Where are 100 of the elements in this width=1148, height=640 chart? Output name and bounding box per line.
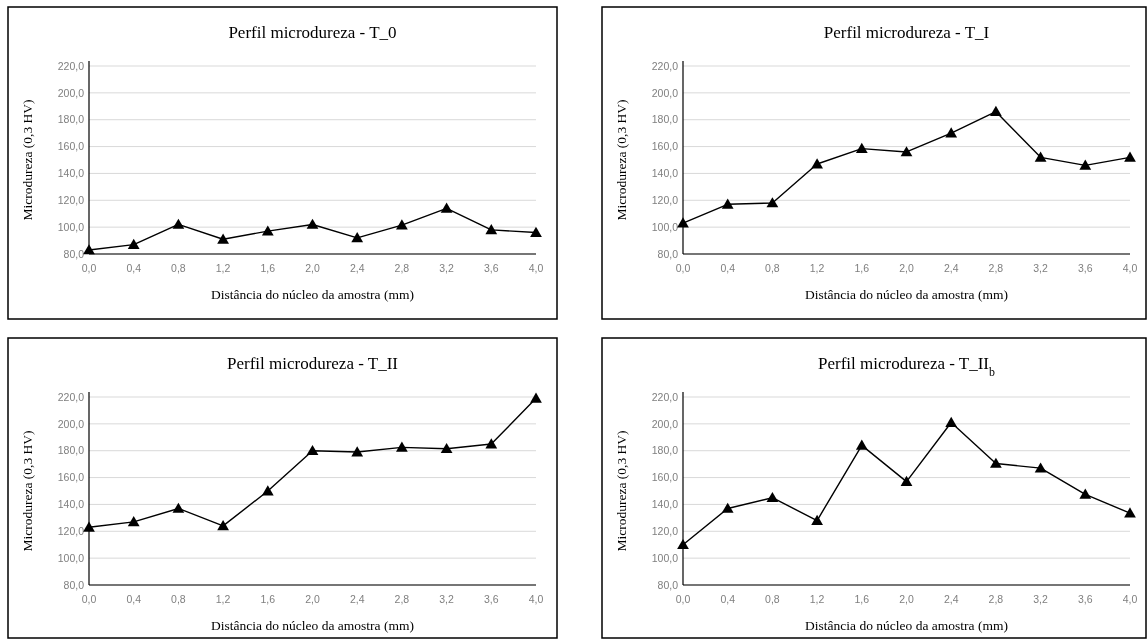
x-tick-label: 3,6 [484,593,499,605]
point [855,142,868,153]
point [990,105,1002,117]
point [677,217,689,228]
x-tick-label: 4,0 [1122,593,1138,605]
x-tick-label: 0,4 [720,262,736,274]
x-tick-label: 1,6 [854,262,870,274]
point [721,198,734,209]
point [83,521,95,532]
x-tick-label: 0,0 [81,593,97,605]
y-tick-label: 220,0 [57,59,85,72]
y-tick-label: 160,0 [57,140,85,153]
point [855,439,868,450]
x-tick-label: 2,8 [394,593,410,605]
point [172,218,185,229]
point [217,233,229,244]
y-tick-label: 220,0 [651,59,679,72]
y-tick-label: 220,0 [651,390,679,403]
y-tick-label: 100,0 [651,551,679,564]
x-tick-label: 3,2 [439,262,455,274]
chart-title: Perfil microdureza - T_II$_{b}$ [818,354,996,379]
point [172,502,185,513]
point [127,516,140,527]
point [766,197,779,208]
x-tick-label: 1,6 [260,262,276,274]
x-tick-label: 0,8 [171,593,186,605]
point [677,538,689,550]
x-tick-label: 0,0 [81,262,97,274]
point [351,232,364,243]
x-axis-title: Distância do núcleo da amostra (mm) [805,287,1008,302]
y-tick-label: 180,0 [57,444,85,457]
y-tick-label: 100,0 [651,220,679,233]
point [440,202,453,213]
point [1079,159,1092,170]
x-tick-label: 2,4 [349,262,365,274]
y-tick-label: 140,0 [57,167,85,180]
x-tick-label: 1,2 [809,593,825,605]
x-tick-label: 0,8 [765,593,780,605]
x-tick-label: 3,2 [439,593,455,605]
point [766,491,779,503]
point [306,444,319,456]
x-tick-label: 2,0 [305,593,320,605]
point [811,514,823,525]
x-tick-label: 2,8 [988,262,1004,274]
x-tick-label: 3,6 [484,262,499,274]
chart-title: Perfil microdureza - T_I [823,23,990,42]
x-tick-label: 4,0 [1122,262,1138,274]
point [990,457,1002,468]
x-tick-label: 2,4 [943,593,959,605]
x-tick-label: 4,0 [528,262,544,274]
point [811,158,823,169]
point [306,218,319,229]
y-tick-label: 200,0 [57,86,85,99]
x-axis-title: Distância do núcleo da amostra (mm) [211,618,414,633]
x-tick-label: 2,4 [349,593,365,605]
y-tick-label: 80,0 [657,247,679,260]
y-tick-label: 180,0 [57,113,85,126]
x-tick-label: 0,0 [675,262,691,274]
y-tick-label: 140,0 [651,167,679,180]
point [396,441,408,452]
point [1124,507,1136,518]
point [83,244,95,255]
y-axis-title: Microdureza (0,3 HV) [20,99,35,221]
y-axis-title: Microdureza (0,3 HV) [20,430,35,552]
y-tick-label: 120,0 [57,193,85,206]
x-tick-label: 0,4 [126,262,142,274]
y-tick-label: 120,0 [651,524,679,537]
y-axis-title: Microdureza (0,3 HV) [614,430,629,552]
y-tick-label: 100,0 [57,551,85,564]
y-tick-label: 120,0 [651,193,679,206]
x-tick-label: 1,6 [854,593,870,605]
x-axis-title: Distância do núcleo da amostra (mm) [211,287,414,302]
point [900,146,913,157]
x-tick-label: 0,4 [720,593,736,605]
x-tick-label: 0,4 [126,593,142,605]
y-tick-label: 180,0 [651,444,679,457]
x-tick-label: 1,2 [215,262,231,274]
y-tick-label: 160,0 [57,471,85,484]
point [900,475,913,486]
y-tick-label: 220,0 [57,390,85,403]
point [396,219,408,230]
y-tick-label: 200,0 [651,417,679,430]
point [1079,488,1092,499]
x-tick-label: 1,2 [809,262,825,274]
point [351,446,364,457]
y-tick-label: 120,0 [57,524,85,537]
x-tick-label: 1,6 [260,593,276,605]
point [440,442,453,454]
x-tick-label: 2,0 [899,262,914,274]
point [217,520,229,531]
y-tick-label: 140,0 [651,498,679,511]
point [945,127,958,138]
y-tick-label: 160,0 [651,140,679,153]
y-tick-label: 80,0 [63,578,85,591]
x-tick-label: 0,8 [765,262,780,274]
point [1034,151,1047,162]
x-axis-title: Distância do núcleo da amostra (mm) [805,618,1008,633]
point [1124,151,1136,162]
x-tick-label: 3,2 [1033,593,1049,605]
x-tick-label: 2,0 [899,593,914,605]
